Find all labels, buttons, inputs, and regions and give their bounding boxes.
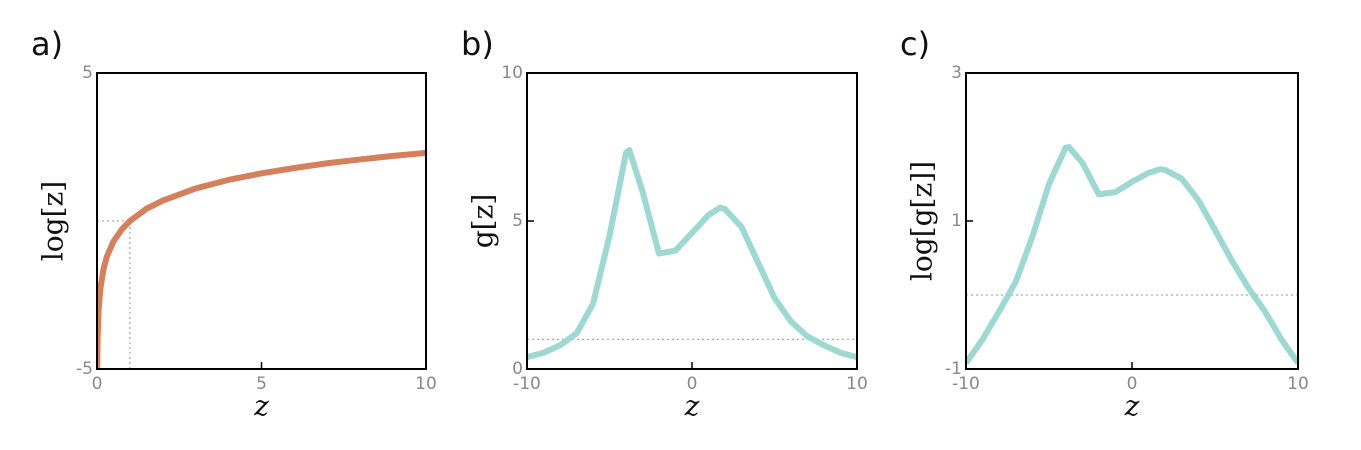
x-tick-label: 0 — [1127, 374, 1138, 394]
y-tick-label: 5 — [82, 63, 93, 83]
plot-frame — [965, 72, 1299, 370]
y-tick-label: 0 — [512, 359, 523, 379]
x-tick-label: -10 — [513, 374, 541, 394]
y-tick-label: 5 — [512, 211, 523, 231]
y-tick-label: -5 — [76, 359, 93, 379]
y-axis-label: log[g[z]] — [906, 161, 939, 281]
y-tick-label: 3 — [951, 63, 962, 83]
curve — [97, 149, 426, 368]
x-tick-label: 5 — [256, 374, 267, 394]
y-tick-label: -1 — [945, 359, 962, 379]
x-tick-label: 10 — [415, 374, 437, 394]
x-tick-label: 0 — [687, 374, 698, 394]
x-axis-label: z — [684, 390, 700, 423]
panel-label: c) — [900, 25, 930, 63]
y-axis-label: g[z] — [467, 194, 500, 249]
panel-label: a) — [31, 25, 63, 63]
curve — [966, 144, 1298, 365]
y-tick-label: 10 — [501, 63, 523, 83]
x-tick-label: 0 — [92, 374, 103, 394]
x-tick-label: 10 — [1287, 374, 1309, 394]
panel-label: b) — [461, 25, 494, 63]
x-axis-label: z — [1124, 390, 1140, 423]
x-axis-label: z — [253, 390, 269, 423]
x-tick-label: -10 — [952, 374, 980, 394]
curve — [527, 146, 857, 361]
plot-frame — [526, 72, 858, 370]
x-tick-label: 10 — [846, 374, 868, 394]
y-tick-label: 1 — [951, 211, 962, 231]
plot-frame — [96, 72, 427, 370]
y-axis-label: log[z] — [37, 181, 70, 261]
